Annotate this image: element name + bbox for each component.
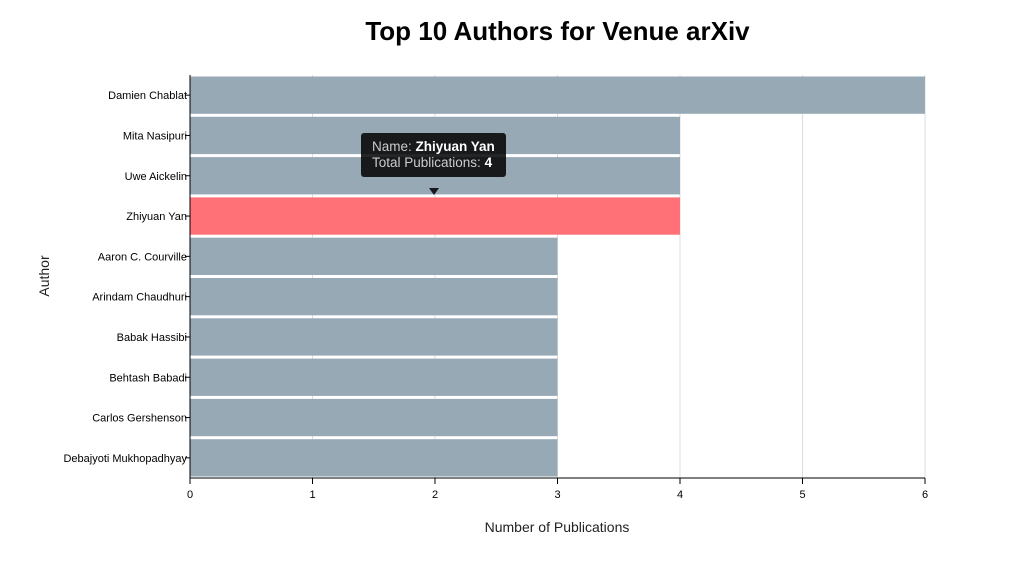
bar-1 bbox=[190, 76, 925, 114]
x-tick-label: 0 bbox=[187, 489, 193, 501]
x-axis-label: Number of Publications bbox=[485, 519, 630, 535]
x-tick-label: 1 bbox=[309, 489, 315, 501]
tooltip-name-label: Name: bbox=[372, 139, 412, 154]
y-tick-label: Uwe Aickelin bbox=[125, 171, 187, 183]
tooltip-total-label: Total Publications: bbox=[372, 155, 481, 170]
y-tick-label: Mita Nasipuri bbox=[123, 130, 187, 142]
y-axis-label: Author bbox=[36, 255, 52, 297]
y-tick-label: Damien Chablat bbox=[108, 90, 187, 102]
bar-9 bbox=[190, 398, 558, 437]
y-tick-label: Babak Hassibi bbox=[117, 332, 187, 344]
tick-labels: 0 1 2 3 4 5 6 Damien Chablat Mita Nasipuri Uwe Ai… bbox=[63, 90, 928, 501]
y-tick-label: Behtash Babadi bbox=[109, 372, 187, 384]
tooltip-total-value: 4 bbox=[484, 155, 493, 170]
x-tick-label: 6 bbox=[922, 489, 928, 501]
x-tick-label: 3 bbox=[554, 489, 560, 501]
x-tick-label: 5 bbox=[799, 489, 805, 501]
y-tick-label: Zhiyuan Yan bbox=[126, 211, 187, 223]
y-tick-label: Aaron C. Courville bbox=[98, 251, 187, 263]
y-tick-label: Carlos Gershenson bbox=[92, 413, 187, 425]
tooltip-pointer bbox=[429, 188, 439, 195]
chart-title: Top 10 Authors for Venue arXiv bbox=[365, 16, 750, 46]
x-tick-label: 4 bbox=[677, 489, 683, 501]
tooltip-total-row: Total Publications: 4 bbox=[372, 155, 495, 171]
tooltip-name-row: Name: Zhiyuan Yan bbox=[372, 139, 495, 155]
tooltip-name-value: Zhiyuan Yan bbox=[415, 139, 495, 154]
bar-7 bbox=[190, 318, 558, 356]
bar-tooltip: Name: Zhiyuan Yan Total Publications: 4 bbox=[361, 133, 506, 177]
bar-10 bbox=[190, 439, 558, 477]
bar-5 bbox=[190, 237, 558, 275]
bar-8 bbox=[190, 358, 558, 396]
bar-6 bbox=[190, 278, 558, 316]
axes bbox=[185, 75, 926, 484]
x-tick-label: 2 bbox=[432, 489, 438, 501]
y-tick-label: Debajyoti Mukhopadhyay bbox=[63, 453, 187, 465]
y-tick-label: Arindam Chaudhuri bbox=[92, 292, 187, 304]
bar-4 bbox=[190, 197, 680, 235]
